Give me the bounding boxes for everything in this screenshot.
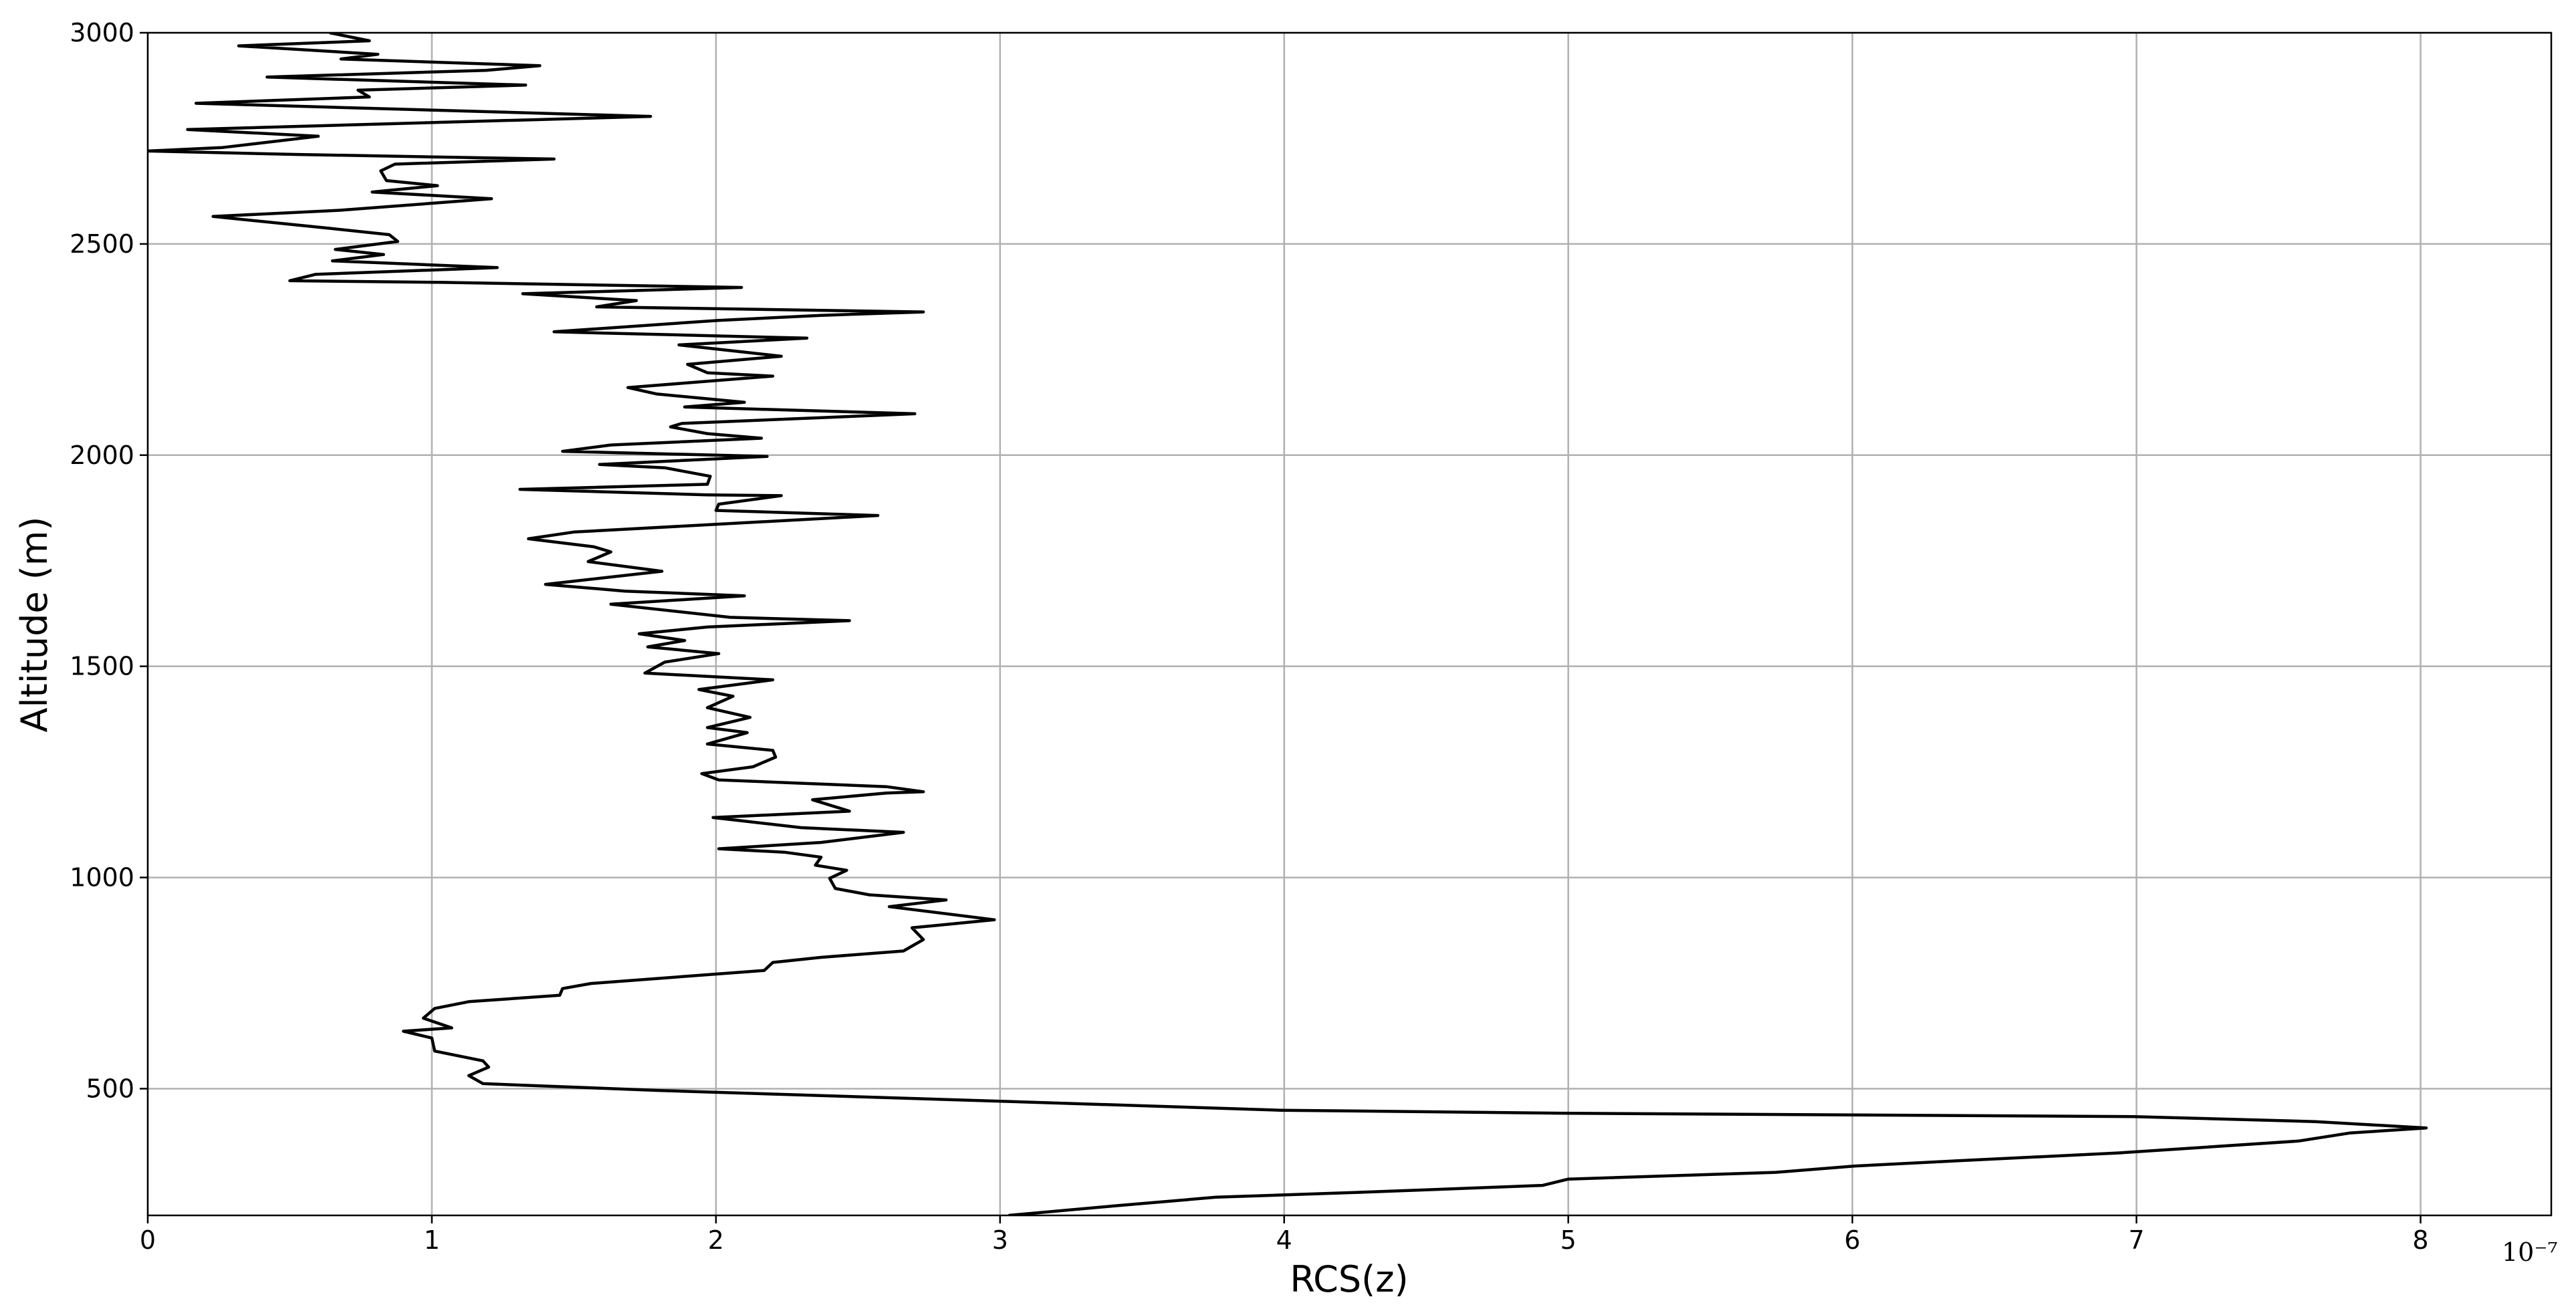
plot-frame [146, 31, 2553, 1217]
x-tick-label: 4 [1276, 1225, 1292, 1255]
x-tick-label: 1 [424, 1225, 440, 1255]
y-axis-label: Altitude (m) [13, 517, 55, 733]
y-tick-label: 1000 [70, 863, 134, 892]
x-tick-label: 3 [992, 1225, 1008, 1255]
x-tick-label: 2 [708, 1225, 724, 1255]
y-tick-label: 2500 [70, 229, 134, 259]
y-tick-label: 3000 [70, 18, 134, 47]
y-tick-label: 500 [86, 1074, 134, 1103]
x-offset-label: 10⁻⁷ [2502, 1237, 2558, 1267]
x-tick-label: 6 [1845, 1225, 1861, 1255]
x-tick-label: 8 [2412, 1225, 2428, 1255]
x-tick-label: 0 [140, 1225, 156, 1255]
x-tick-label: 5 [1560, 1225, 1576, 1255]
data-line [148, 33, 2428, 1215]
x-axis-label: RCS(z) [1290, 1258, 1408, 1300]
y-tick-label: 2000 [70, 441, 134, 470]
x-tick-label: 7 [2128, 1225, 2144, 1255]
y-tick-label: 1500 [70, 652, 134, 681]
